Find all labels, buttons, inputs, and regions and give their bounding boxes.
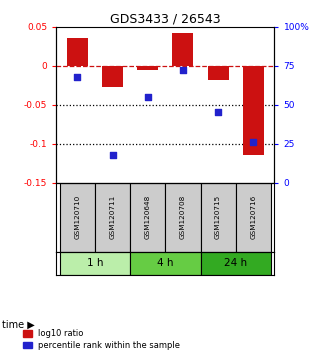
Bar	[208, 65, 229, 80]
Text: GSM120715: GSM120715	[215, 195, 221, 239]
Point	[251, 139, 256, 145]
Text: 24 h: 24 h	[224, 258, 247, 268]
Point	[75, 74, 80, 79]
Bar	[60, 252, 130, 275]
Bar	[67, 38, 88, 65]
Point	[180, 68, 186, 73]
Bar	[201, 183, 236, 252]
Bar	[102, 65, 123, 87]
Bar	[165, 183, 201, 252]
Bar	[95, 183, 130, 252]
Point	[216, 110, 221, 115]
Point	[145, 94, 150, 100]
Text: 4 h: 4 h	[157, 258, 174, 268]
Text: GSM120648: GSM120648	[145, 195, 151, 239]
Legend: log10 ratio, percentile rank within the sample: log10 ratio, percentile rank within the …	[23, 329, 180, 350]
Bar	[60, 183, 95, 252]
Text: time ▶: time ▶	[2, 320, 34, 330]
Text: GSM120710: GSM120710	[74, 195, 80, 239]
Bar	[137, 65, 158, 69]
Title: GDS3433 / 26543: GDS3433 / 26543	[110, 12, 221, 25]
Bar	[243, 65, 264, 155]
Bar	[172, 33, 194, 65]
Bar	[236, 183, 271, 252]
Bar	[130, 183, 165, 252]
Point	[110, 152, 115, 158]
Text: 1 h: 1 h	[87, 258, 103, 268]
Text: GSM120708: GSM120708	[180, 195, 186, 239]
Bar	[130, 252, 201, 275]
Text: GSM120711: GSM120711	[109, 195, 116, 239]
Bar	[201, 252, 271, 275]
Text: GSM120716: GSM120716	[250, 195, 256, 239]
